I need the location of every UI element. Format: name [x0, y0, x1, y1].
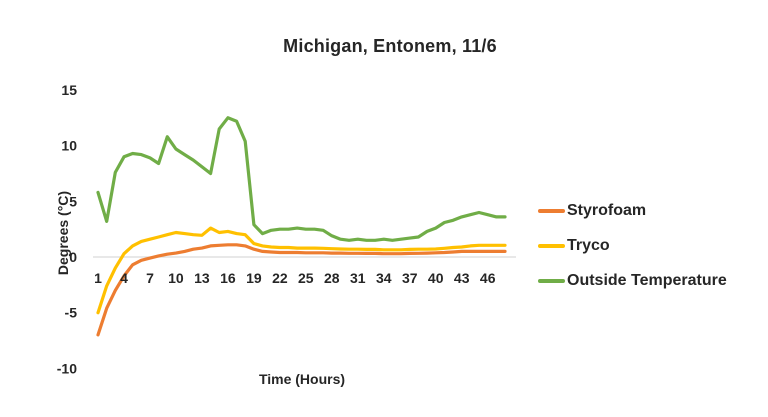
styrofoam-line-swatch-icon [538, 208, 565, 214]
x-tick-label: 40 [428, 270, 444, 286]
legend-item-outside-temperature: Outside Temperature [538, 271, 727, 291]
series-line-styrofoam [96, 243, 507, 337]
legend-item-styrofoam: Styrofoam [538, 201, 727, 221]
y-tick-label: 0 [69, 249, 77, 265]
x-tick-label: 19 [246, 270, 262, 286]
y-tick-label: 10 [61, 138, 77, 154]
legend-label-tryco: Tryco [567, 237, 610, 254]
x-tick-label: 43 [454, 270, 470, 286]
y-tick-label: -10 [57, 360, 77, 376]
x-tick-label: 46 [480, 270, 496, 286]
y-tick-label: -5 [65, 305, 78, 321]
x-tick-label: 28 [324, 270, 340, 286]
x-tick-label: 37 [402, 270, 418, 286]
y-tick-label: 5 [69, 193, 77, 209]
x-tick-label: 25 [298, 270, 314, 286]
x-tick-label: 10 [168, 270, 184, 286]
x-tick-label: 34 [376, 270, 392, 286]
chart-title: Michigan, Entonem, 11/6 [283, 36, 497, 56]
outside-temperature-line-swatch-icon [538, 278, 565, 284]
tryco-line-swatch-icon [538, 243, 565, 249]
x-tick-label: 22 [272, 270, 288, 286]
chart-legend: Styrofoam Tryco Outside Temperature [538, 201, 727, 306]
x-tick-label: 7 [146, 270, 154, 286]
x-tick-label: 1 [94, 270, 102, 286]
legend-label-styrofoam: Styrofoam [567, 202, 647, 219]
legend-label-outside-temperature: Outside Temperature [567, 272, 727, 289]
series-line-outside-temperature [96, 116, 507, 242]
x-tick-label: 16 [220, 270, 236, 286]
legend-item-tryco: Tryco [538, 236, 727, 256]
y-tick-label: 15 [61, 82, 77, 98]
x-tick-label: 4 [120, 270, 128, 286]
x-tick-label: 31 [350, 270, 366, 286]
x-axis-title: Time (Hours) [258, 371, 346, 387]
series-line-tryco [96, 226, 507, 315]
x-tick-label: 13 [194, 270, 210, 286]
